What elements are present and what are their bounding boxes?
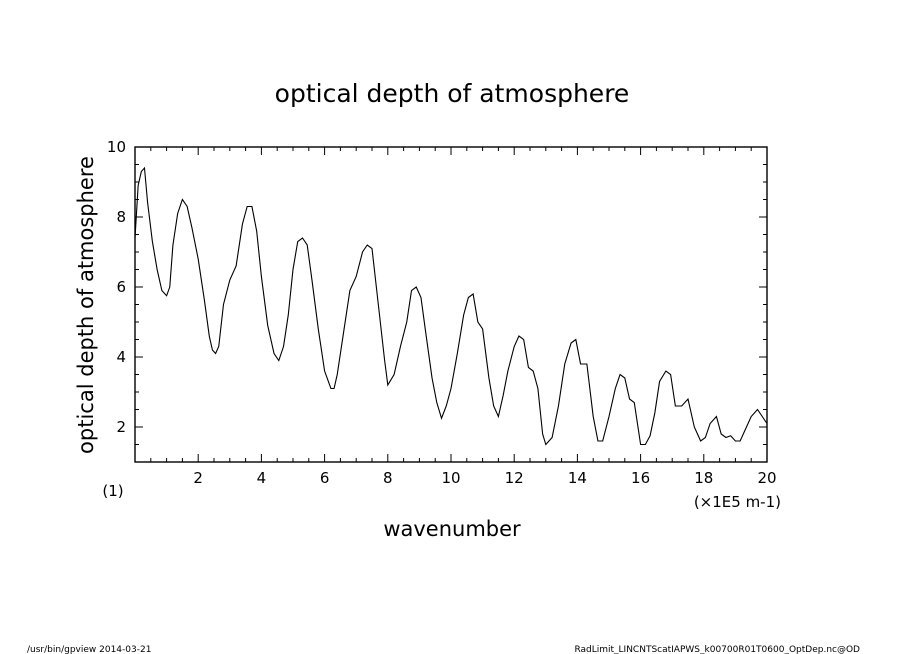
- x-tick-label: 10: [441, 469, 460, 487]
- data-line: [134, 166, 768, 446]
- y-unit-label: (1): [102, 482, 123, 500]
- footer-right: RadLimit_LINCNTScatIAPWS_k00700R01T0600_…: [574, 645, 860, 654]
- x-tick-label: 18: [694, 469, 713, 487]
- y-tick-label: 4: [116, 348, 126, 366]
- x-tick-label: 6: [320, 469, 330, 487]
- x-tick-label: 14: [568, 469, 587, 487]
- y-tick-label: 8: [116, 208, 126, 226]
- x-unit-label: (×1E5 m-1): [694, 493, 781, 511]
- x-tick-label: 4: [257, 469, 267, 487]
- y-tick-label: 6: [116, 278, 126, 296]
- y-tick-label: 10: [107, 138, 126, 156]
- chart-title: optical depth of atmosphere: [275, 79, 630, 108]
- x-tick-label: 16: [631, 469, 650, 487]
- x-axis-label: wavenumber: [383, 517, 521, 541]
- ticks: [135, 147, 767, 462]
- x-tick-label: 2: [193, 469, 203, 487]
- y-axis-label: optical depth of atmosphere: [74, 156, 98, 454]
- x-tick-label: 8: [383, 469, 393, 487]
- footer-left: /usr/bin/gpview 2014-03-21: [27, 645, 151, 654]
- plot-frame: [134, 146, 768, 463]
- y-tick-label: 2: [116, 418, 126, 436]
- x-tick-label: 20: [757, 469, 776, 487]
- x-tick-label: 12: [505, 469, 524, 487]
- tick-labels: 2 4 6 8 10 12 14 16 18 20 2 4 6 8 10: [107, 138, 777, 487]
